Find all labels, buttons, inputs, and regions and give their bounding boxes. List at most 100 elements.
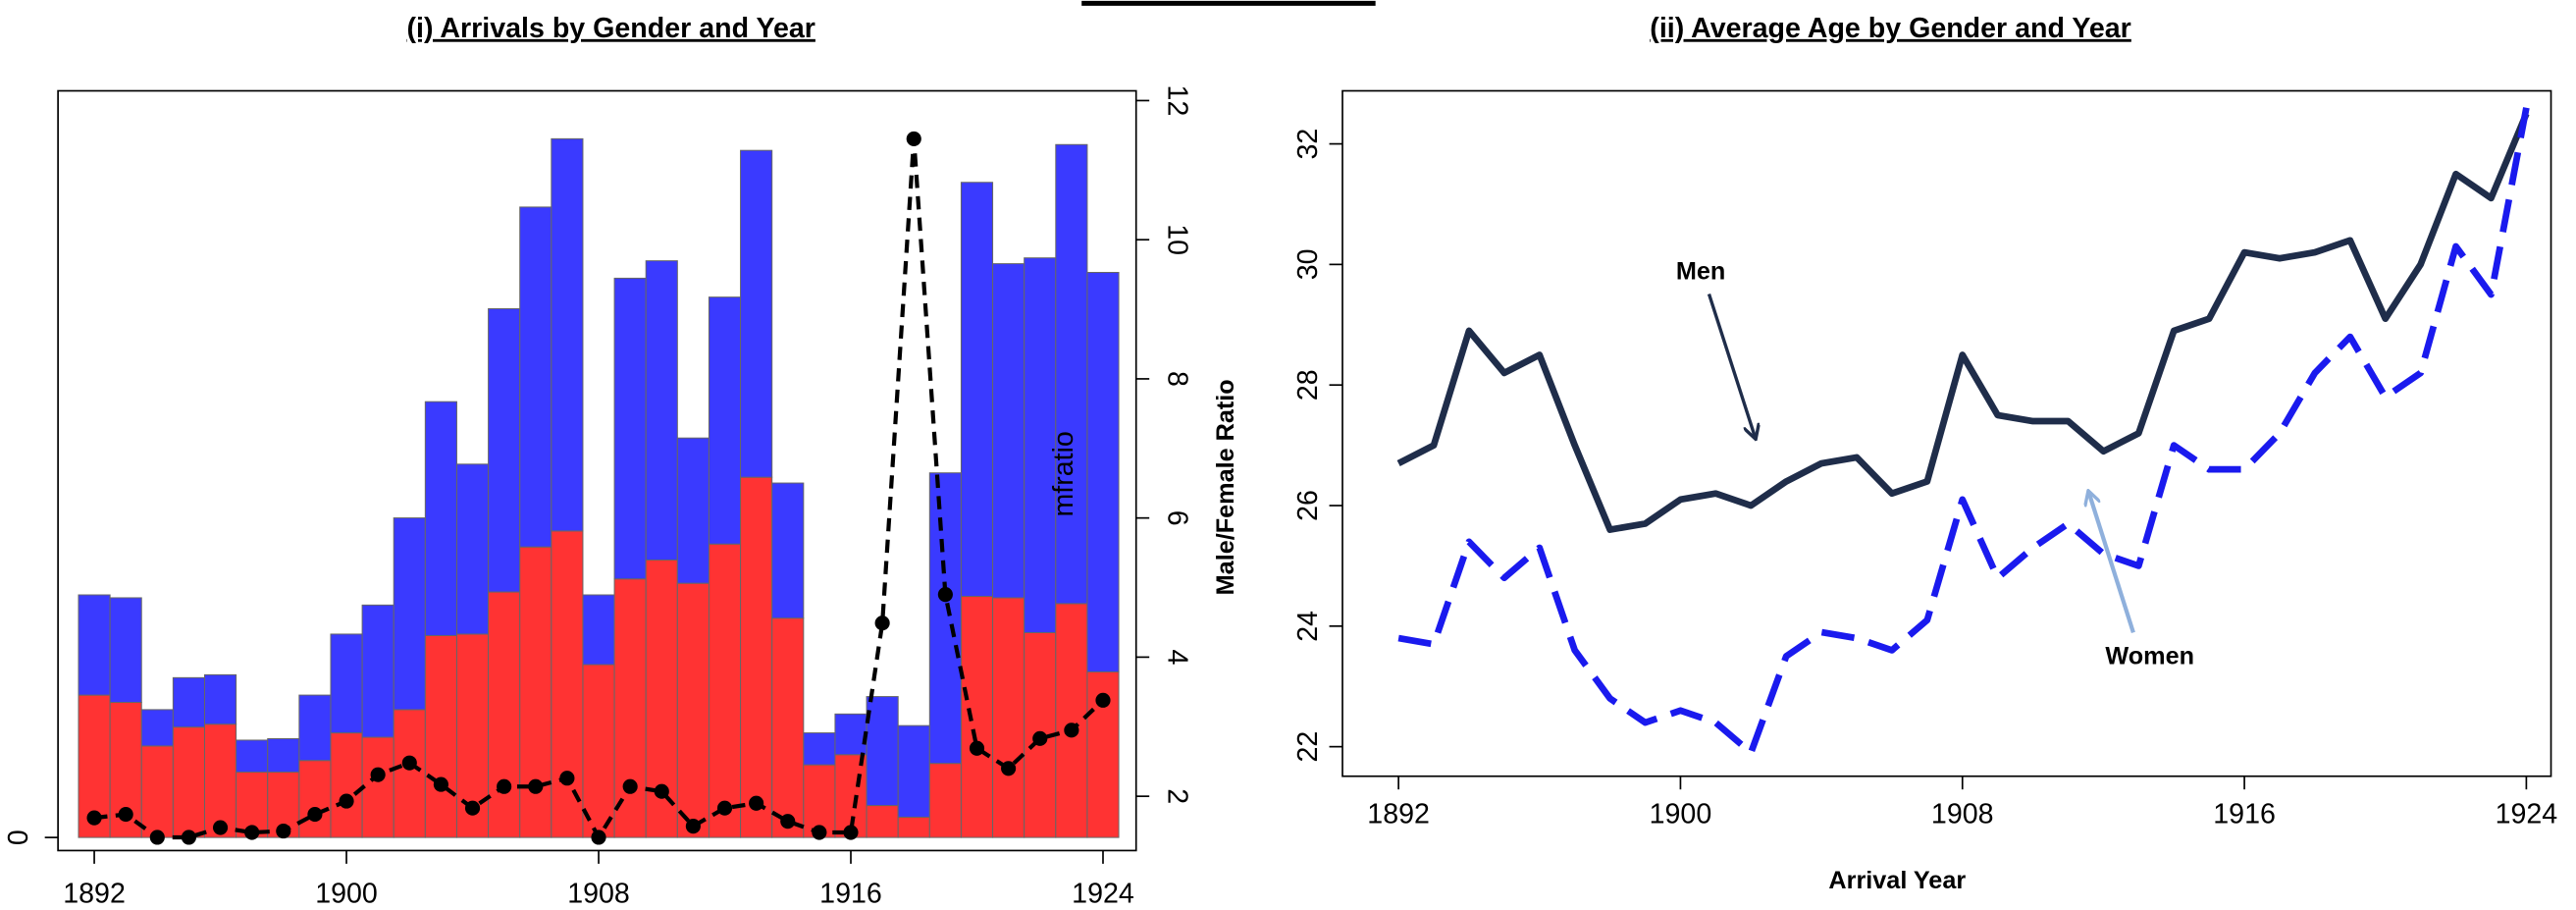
ratio-point bbox=[1064, 723, 1079, 738]
ratio-point bbox=[1001, 761, 1017, 776]
x-tick-label: 1924 bbox=[2496, 799, 2558, 830]
y2-tick-label: 2 bbox=[1162, 788, 1193, 804]
bar bbox=[897, 816, 930, 838]
annotation: mfratio bbox=[1048, 431, 1079, 516]
ratio-point bbox=[969, 740, 985, 756]
bar bbox=[960, 182, 994, 597]
series-label: Women bbox=[2105, 642, 2194, 669]
ratio-point bbox=[591, 830, 606, 845]
bar bbox=[992, 597, 1025, 838]
bar bbox=[298, 760, 332, 838]
ratio-point bbox=[1095, 692, 1111, 708]
bar bbox=[708, 543, 742, 838]
ratio-point bbox=[937, 587, 953, 603]
bar bbox=[361, 736, 394, 838]
ratio-point bbox=[874, 616, 890, 631]
bar bbox=[582, 664, 615, 838]
bar bbox=[519, 206, 552, 548]
bar bbox=[613, 277, 647, 580]
bar bbox=[960, 595, 994, 838]
y2-tick-label: 10 bbox=[1162, 224, 1193, 255]
y2-tick-label: 12 bbox=[1162, 85, 1193, 117]
bar bbox=[330, 732, 363, 838]
bar bbox=[866, 805, 899, 838]
series-line bbox=[1397, 107, 2530, 757]
ratio-point bbox=[685, 819, 701, 834]
bar bbox=[203, 673, 237, 725]
bar bbox=[488, 591, 521, 838]
ratio-point bbox=[86, 810, 102, 826]
bar bbox=[676, 582, 710, 838]
bar bbox=[771, 482, 805, 619]
ratio-point bbox=[181, 830, 196, 845]
bar bbox=[455, 463, 490, 635]
bar bbox=[203, 723, 237, 838]
ratio-point bbox=[716, 800, 733, 816]
ratio-point bbox=[843, 825, 859, 840]
bar bbox=[1086, 271, 1120, 672]
y2-tick-label: 6 bbox=[1162, 510, 1193, 526]
bar bbox=[236, 739, 269, 774]
plot-frame bbox=[57, 89, 1137, 852]
bar bbox=[803, 732, 836, 766]
y-tick-label: 26 bbox=[1292, 490, 1324, 521]
bar bbox=[330, 633, 363, 734]
bar bbox=[1024, 257, 1057, 633]
women-arrow bbox=[2088, 492, 2135, 633]
bar bbox=[1055, 603, 1088, 838]
plot-frame bbox=[1341, 89, 2552, 777]
bar bbox=[109, 597, 142, 704]
bar bbox=[488, 307, 521, 593]
chart-title: (i) Arrivals by Gender and Year bbox=[407, 13, 815, 44]
ratio-point bbox=[1032, 730, 1048, 746]
bar bbox=[393, 517, 426, 711]
x-tick-label: 1900 bbox=[315, 878, 378, 909]
ratio-point bbox=[339, 793, 354, 809]
bar bbox=[424, 634, 457, 838]
y-tick-label: 0 bbox=[3, 830, 34, 845]
ratio-point bbox=[370, 767, 386, 782]
bar bbox=[866, 696, 899, 807]
ratio-point bbox=[654, 783, 669, 799]
ratio-point bbox=[276, 824, 291, 839]
x-tick-label: 1924 bbox=[1072, 878, 1134, 909]
ratio-point bbox=[528, 778, 544, 794]
y2-tick-label: 4 bbox=[1162, 649, 1193, 665]
ratio-point bbox=[118, 807, 133, 823]
y-tick-label: 22 bbox=[1292, 731, 1324, 763]
y-tick-label: 28 bbox=[1292, 369, 1324, 401]
bar bbox=[645, 260, 678, 561]
bar bbox=[740, 149, 773, 478]
bar bbox=[424, 401, 457, 636]
ratio-point bbox=[749, 795, 764, 811]
bar bbox=[613, 578, 647, 838]
bar bbox=[361, 604, 394, 738]
ratio-point bbox=[559, 771, 575, 786]
bar bbox=[140, 709, 174, 747]
series-line bbox=[1396, 112, 2530, 533]
bar bbox=[676, 437, 710, 584]
bar bbox=[78, 594, 111, 696]
x-tick-label: 1900 bbox=[1650, 799, 1712, 830]
y-tick-label: 30 bbox=[1292, 248, 1324, 280]
bar bbox=[1055, 143, 1088, 605]
ratio-point bbox=[906, 131, 921, 147]
ratio-point bbox=[464, 800, 481, 816]
ratio-point bbox=[149, 830, 165, 845]
bar bbox=[992, 263, 1025, 599]
ratio-point bbox=[212, 820, 229, 835]
x-tick-label: 1908 bbox=[567, 878, 630, 909]
series-label: Men bbox=[1676, 257, 1725, 285]
bar bbox=[582, 594, 615, 666]
x-tick-label: 1908 bbox=[1931, 799, 1994, 830]
y2-tick-label: 8 bbox=[1162, 371, 1193, 387]
bar bbox=[708, 296, 742, 545]
bar bbox=[897, 724, 930, 818]
bar bbox=[140, 745, 174, 838]
x-tick-label: 1916 bbox=[819, 878, 882, 909]
bar bbox=[771, 617, 805, 838]
ratio-point bbox=[433, 776, 448, 792]
x-tick-label: 1892 bbox=[63, 878, 126, 909]
